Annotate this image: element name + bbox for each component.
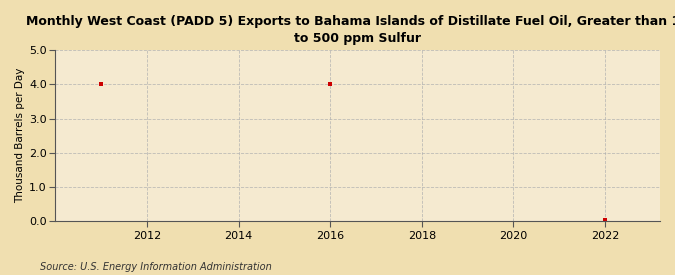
Text: Source: U.S. Energy Information Administration: Source: U.S. Energy Information Administ… [40,262,272,272]
Y-axis label: Thousand Barrels per Day: Thousand Barrels per Day [15,68,25,204]
Title: Monthly West Coast (PADD 5) Exports to Bahama Islands of Distillate Fuel Oil, Gr: Monthly West Coast (PADD 5) Exports to B… [26,15,675,45]
